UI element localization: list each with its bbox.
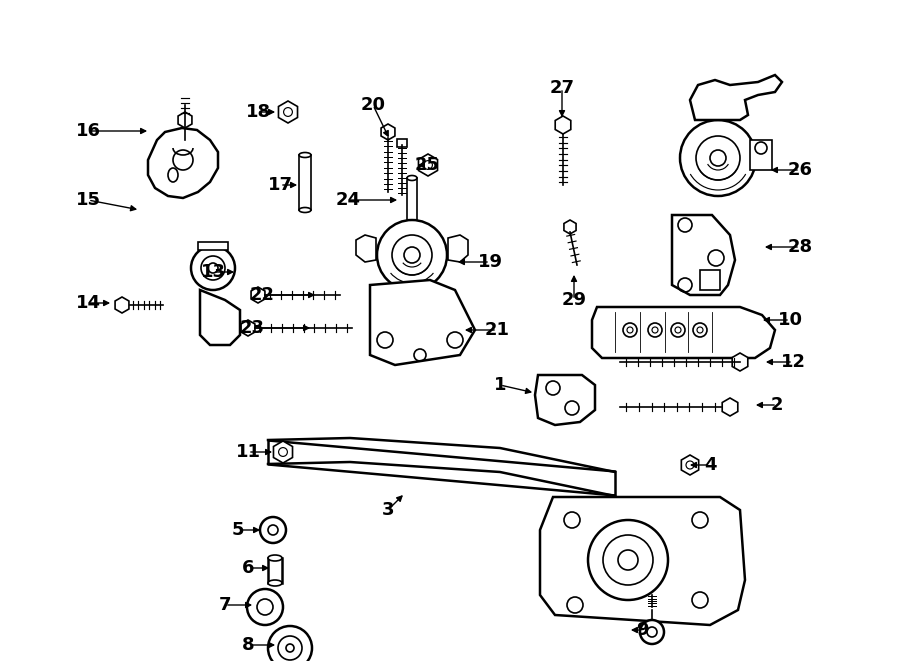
Polygon shape [148,128,218,198]
Ellipse shape [268,580,282,586]
Circle shape [680,120,756,196]
Text: 3: 3 [382,501,394,519]
Ellipse shape [299,208,311,212]
Text: 27: 27 [550,79,574,97]
Text: 14: 14 [76,294,101,312]
Text: 21: 21 [484,321,509,339]
Text: 9: 9 [635,621,648,639]
Text: 26: 26 [788,161,813,179]
Text: 18: 18 [246,103,271,121]
Text: 22: 22 [249,286,274,304]
Circle shape [588,520,668,600]
Bar [198,242,228,250]
Text: 5: 5 [232,521,244,539]
Circle shape [191,246,235,290]
Bar [700,270,720,290]
Text: 8: 8 [242,636,255,654]
Text: 4: 4 [704,456,716,474]
Polygon shape [690,75,782,120]
Circle shape [268,626,312,661]
Bar [397,139,407,147]
Polygon shape [200,290,240,345]
Polygon shape [274,441,292,463]
Text: 23: 23 [239,319,265,337]
Polygon shape [178,112,192,128]
Ellipse shape [407,176,417,180]
Polygon shape [672,215,735,295]
Circle shape [640,620,664,644]
Text: 19: 19 [478,253,502,271]
Text: 17: 17 [267,176,293,194]
Text: 6: 6 [242,559,254,577]
Text: 1: 1 [494,376,506,394]
Polygon shape [241,320,255,336]
Text: 13: 13 [201,263,226,281]
Bar [407,178,417,226]
Polygon shape [540,497,745,625]
Polygon shape [555,116,571,134]
Polygon shape [535,375,595,425]
Polygon shape [681,455,698,475]
Polygon shape [733,353,748,371]
Polygon shape [592,307,775,358]
Text: 2: 2 [770,396,783,414]
Polygon shape [278,101,298,123]
Polygon shape [564,220,576,234]
Text: 20: 20 [361,96,385,114]
Text: 10: 10 [778,311,803,329]
Polygon shape [381,124,395,140]
Text: 11: 11 [236,443,260,461]
Text: 29: 29 [562,291,587,309]
Text: 16: 16 [76,122,101,140]
Text: 25: 25 [415,156,439,174]
Text: 15: 15 [76,191,101,209]
Polygon shape [448,235,468,262]
Text: 12: 12 [780,353,806,371]
Polygon shape [370,280,475,365]
Polygon shape [115,297,129,313]
Polygon shape [356,235,376,262]
Ellipse shape [299,153,311,157]
Polygon shape [251,287,265,303]
Polygon shape [722,398,738,416]
Circle shape [260,517,286,543]
Circle shape [247,589,283,625]
Bar [299,155,311,210]
Ellipse shape [407,223,417,229]
Bar [268,558,282,583]
Polygon shape [418,154,437,176]
Circle shape [377,220,447,290]
Text: 24: 24 [336,191,361,209]
Text: 28: 28 [788,238,813,256]
Bar [750,140,772,170]
Ellipse shape [268,555,282,561]
Text: 7: 7 [219,596,231,614]
